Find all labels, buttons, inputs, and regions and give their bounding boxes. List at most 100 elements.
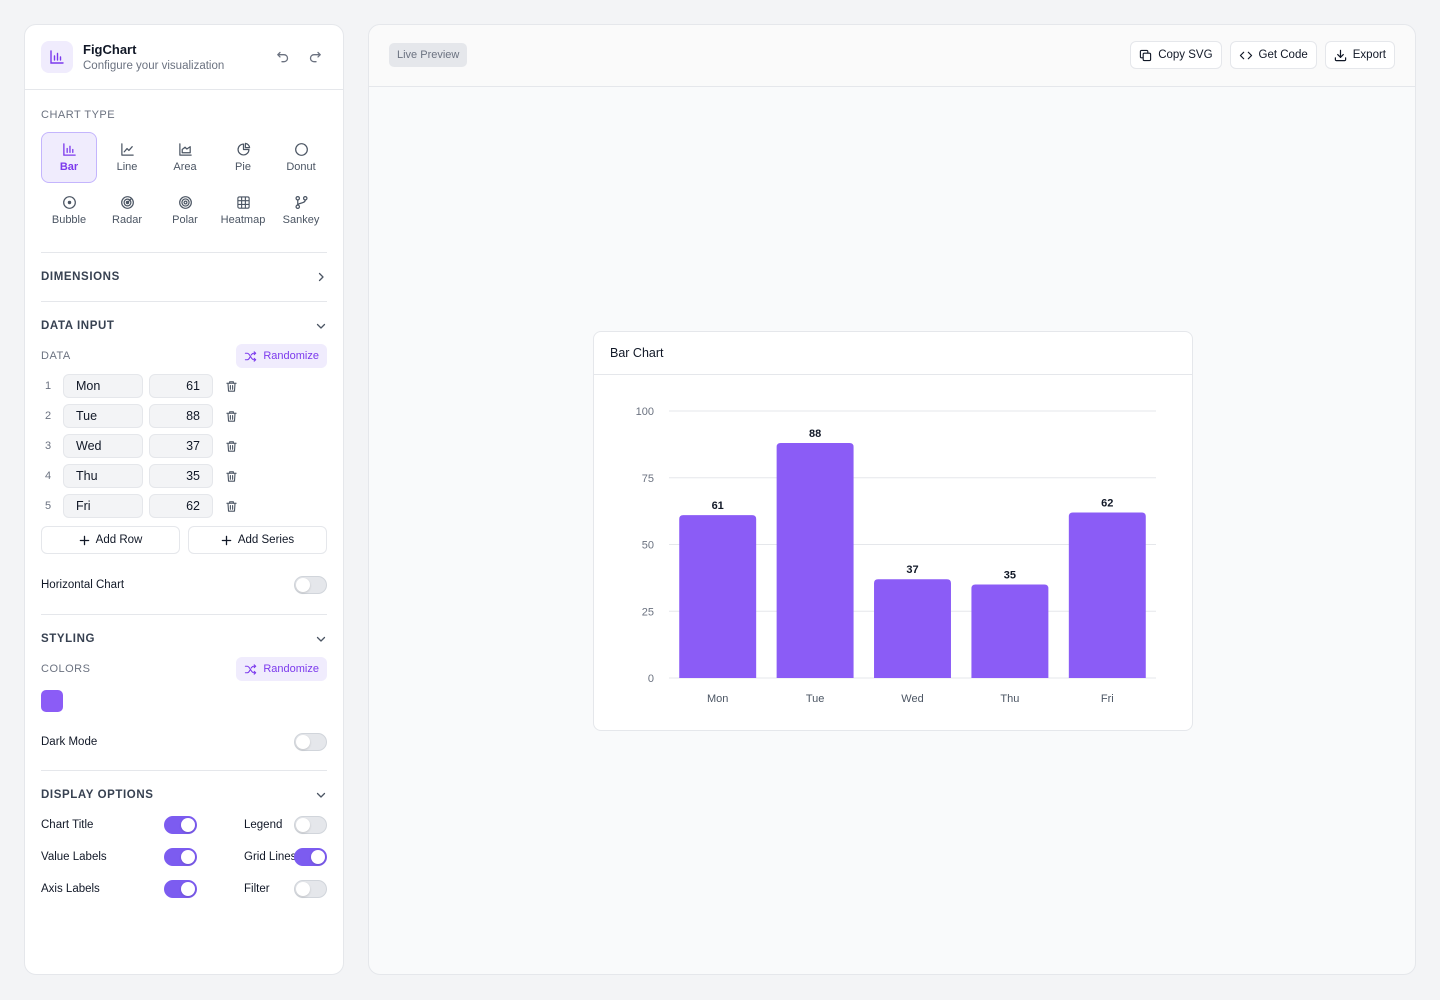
randomize-data-button[interactable]: Randomize — [236, 344, 327, 368]
copy-icon — [1140, 49, 1152, 61]
sidebar-header: FigChart Configure your visualization — [25, 25, 343, 90]
randomize-colors-button[interactable]: Randomize — [236, 657, 327, 681]
x-tick-label: Thu — [1000, 693, 1019, 705]
chart-type-grid: Bar Line Area Pie Donut Bubble — [41, 132, 327, 236]
colors-label: COLORS — [41, 663, 91, 675]
styling-section-toggle[interactable]: STYLING — [41, 615, 327, 663]
randomize-label: Randomize — [263, 663, 319, 675]
divider — [41, 770, 327, 771]
row-value-input[interactable]: 37 — [149, 434, 213, 458]
chart-type-heatmap[interactable]: Heatmap — [215, 185, 271, 236]
delete-row-button[interactable] — [219, 404, 243, 428]
area-chart-icon — [178, 143, 192, 156]
row-label-input[interactable]: Mon — [63, 374, 143, 398]
chart-type-sankey[interactable]: Sankey — [273, 185, 329, 236]
heatmap-icon — [236, 196, 250, 209]
chart-title-toggle[interactable] — [164, 816, 197, 834]
divider — [41, 252, 327, 253]
chart-type-label: CHART TYPE — [41, 109, 116, 121]
chevron-down-icon — [316, 792, 326, 798]
plus-icon — [221, 535, 232, 545]
chart-type-bar[interactable]: Bar — [41, 132, 97, 183]
dark-mode-toggle[interactable] — [294, 733, 327, 751]
chart-type-polar[interactable]: Polar — [157, 185, 213, 236]
row-label-input[interactable]: Tue — [63, 404, 143, 428]
row-label-input[interactable]: Fri — [63, 494, 143, 518]
color-swatch[interactable] — [41, 690, 63, 712]
value-labels-toggle[interactable] — [164, 848, 197, 866]
grid-lines-option-label: Grid Lines — [244, 851, 297, 863]
chart-title-option-label: Chart Title — [41, 819, 94, 831]
chart-type-bubble[interactable]: Bubble — [41, 185, 97, 236]
app-logo — [41, 41, 73, 73]
chevron-down-icon — [316, 636, 326, 642]
plus-icon — [79, 535, 89, 545]
delete-row-button[interactable] — [219, 374, 243, 398]
y-tick-label: 25 — [642, 606, 654, 618]
filter-toggle[interactable] — [294, 880, 327, 898]
redo-icon — [309, 51, 321, 63]
redo-button[interactable] — [303, 45, 327, 69]
chart-type-donut[interactable]: Donut — [273, 132, 329, 183]
undo-icon — [277, 51, 289, 63]
chart-type-label: Line — [116, 161, 138, 173]
trash-icon — [225, 380, 237, 392]
legend-toggle[interactable] — [294, 816, 327, 834]
data-rows: 1 Mon 61 2 Tue 88 3 Wed 37 — [41, 374, 327, 518]
trash-icon — [225, 470, 237, 482]
bar — [874, 579, 951, 678]
chart-type-label: Radar — [112, 214, 142, 226]
row-number: 2 — [45, 410, 52, 422]
delete-row-button[interactable] — [219, 464, 243, 488]
copy-svg-button[interactable]: Copy SVG — [1130, 41, 1222, 69]
copy-svg-label: Copy SVG — [1158, 49, 1213, 61]
display-options-section-toggle[interactable]: DISPLAY OPTIONS — [41, 771, 327, 819]
radar-chart-icon — [120, 196, 134, 209]
add-series-button[interactable]: Add Series — [188, 526, 327, 554]
trash-icon — [225, 440, 237, 452]
row-value-input[interactable]: 35 — [149, 464, 213, 488]
bubble-chart-icon — [62, 196, 76, 209]
bar-chart-icon — [62, 143, 76, 156]
filter-option-label: Filter — [244, 883, 270, 895]
delete-row-button[interactable] — [219, 434, 243, 458]
data-input-section-toggle[interactable]: DATA INPUT — [41, 302, 327, 350]
row-value-input[interactable]: 62 — [149, 494, 213, 518]
row-value-input[interactable]: 61 — [149, 374, 213, 398]
add-row-button[interactable]: Add Row — [41, 526, 180, 554]
row-label-input[interactable]: Wed — [63, 434, 143, 458]
row-value-input[interactable]: 88 — [149, 404, 213, 428]
chart-type-area[interactable]: Area — [157, 132, 213, 183]
styling-title: STYLING — [41, 633, 96, 645]
undo-button[interactable] — [271, 45, 295, 69]
y-tick-label: 50 — [642, 540, 654, 552]
chart-type-radar[interactable]: Radar — [99, 185, 155, 236]
export-button[interactable]: Export — [1324, 41, 1395, 69]
randomize-label: Randomize — [263, 350, 319, 362]
value-label: 37 — [906, 564, 918, 576]
bar — [679, 515, 757, 678]
divider — [41, 614, 327, 615]
get-code-button[interactable]: Get Code — [1229, 41, 1317, 69]
chart-type-pie[interactable]: Pie — [215, 132, 271, 183]
x-tick-label: Tue — [806, 693, 825, 705]
pie-chart-icon — [236, 142, 250, 156]
bar — [1068, 512, 1146, 678]
dimensions-title: DIMENSIONS — [41, 271, 120, 283]
horizontal-chart-label: Horizontal Chart — [41, 579, 125, 591]
delete-row-button[interactable] — [219, 494, 243, 518]
chart-type-label: Area — [173, 161, 197, 173]
app-subtitle: Configure your visualization — [83, 60, 225, 72]
x-tick-label: Fri — [1101, 693, 1114, 705]
horizontal-chart-toggle[interactable] — [294, 576, 327, 594]
axis-labels-toggle[interactable] — [164, 880, 197, 898]
dimensions-section-toggle[interactable]: DIMENSIONS — [41, 253, 327, 301]
row-number: 3 — [45, 440, 52, 452]
chart-title: Bar Chart — [610, 346, 664, 360]
row-label-input[interactable]: Thu — [63, 464, 143, 488]
get-code-label: Get Code — [1258, 49, 1308, 61]
chart-type-line[interactable]: Line — [99, 132, 155, 183]
grid-lines-toggle[interactable] — [294, 848, 327, 866]
chevron-right-icon — [318, 272, 324, 282]
display-options-grid: Chart Title Legend Value Labels Grid Lin… — [41, 816, 327, 898]
